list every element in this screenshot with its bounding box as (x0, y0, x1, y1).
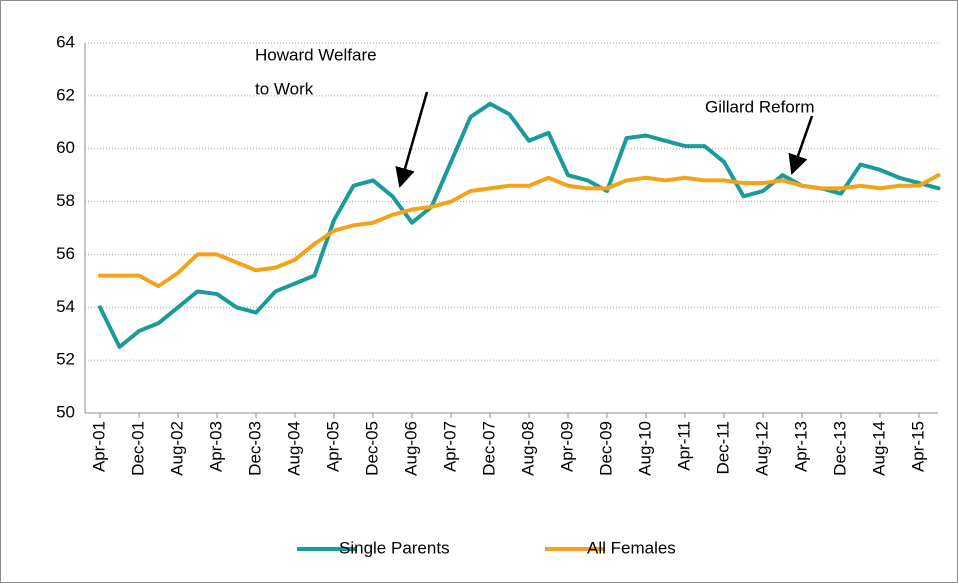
annotation-arrow (395, 91, 429, 188)
x-tick-label: Apr-13 (791, 421, 810, 472)
x-tick-label: Aug-08 (518, 421, 537, 476)
x-tick-label: Aug-14 (869, 421, 888, 476)
y-tick-label: 60 (56, 138, 75, 157)
x-tick-label: Dec-07 (479, 421, 498, 476)
x-tick-label: Dec-13 (830, 421, 849, 476)
x-tick-label: Dec-05 (362, 421, 381, 476)
x-tick-label: Apr-07 (440, 421, 459, 472)
x-tick-label: Apr-03 (206, 421, 225, 472)
x-tick-label: Apr-11 (674, 421, 693, 471)
x-tick-label: Dec-01 (128, 421, 147, 476)
x-tick-label: Aug-10 (635, 421, 654, 476)
y-tick-label: 50 (56, 402, 75, 421)
x-tick-label: Dec-09 (596, 421, 615, 476)
x-tick-label: Apr-15 (908, 421, 927, 472)
y-tick-label: 54 (56, 297, 75, 316)
annotation-arrow (788, 115, 814, 175)
x-tick-label: Dec-11 (713, 421, 732, 475)
legend-label: Single Parents (339, 538, 450, 557)
y-tick-label: 56 (56, 244, 75, 263)
x-tick-label: Aug-06 (401, 421, 420, 476)
x-tick-label: Apr-01 (89, 421, 108, 472)
x-tick-label: Aug-04 (284, 421, 303, 476)
y-tick-label: 52 (56, 350, 75, 369)
x-tick-label: Aug-12 (752, 421, 771, 476)
annotation: Howard Welfare (255, 45, 377, 64)
annotation: to Work (255, 79, 314, 98)
series-line (98, 173, 941, 289)
y-tick-label: 58 (56, 191, 75, 210)
annotation: Gillard Reform (705, 97, 815, 116)
y-tick-label: 64 (56, 32, 75, 51)
y-tick-label: 62 (56, 85, 75, 104)
x-tick-label: Aug-02 (167, 421, 186, 476)
x-tick-label: Dec-03 (245, 421, 264, 476)
x-tick-label: Apr-05 (323, 421, 342, 472)
x-tick-label: Apr-09 (557, 421, 576, 472)
legend-label: All Females (587, 538, 676, 557)
